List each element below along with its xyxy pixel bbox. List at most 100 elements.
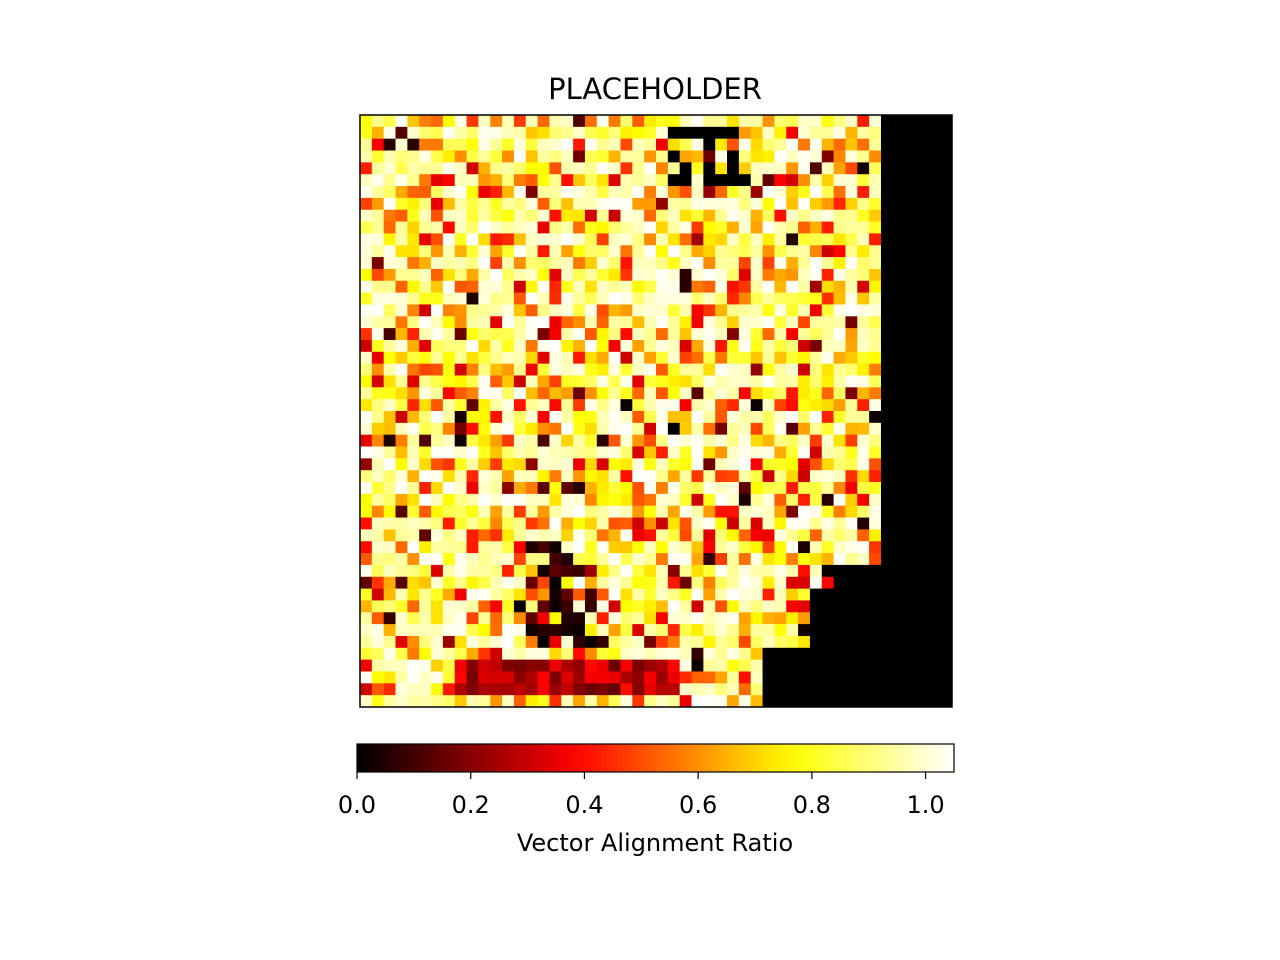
heatmap-cell (750, 233, 763, 246)
heatmap-cell (537, 482, 550, 495)
heatmap-cell (371, 150, 385, 163)
heatmap-cell (762, 304, 775, 317)
heatmap-cell (715, 493, 728, 507)
heatmap-cell (360, 363, 373, 376)
heatmap-cell (573, 482, 586, 495)
heatmap-cell (466, 411, 479, 424)
heatmap-cell (490, 482, 503, 495)
heatmap-cell (774, 268, 787, 282)
heatmap-cell (857, 647, 870, 661)
heatmap-cell (774, 115, 787, 128)
heatmap-cell (584, 493, 598, 507)
heatmap-cell (857, 529, 870, 542)
heatmap-cell (940, 612, 953, 625)
heatmap-frame (359, 114, 953, 708)
heatmap-cell (774, 434, 787, 447)
heatmap-cell (656, 624, 669, 637)
heatmap-cell (371, 387, 385, 400)
heatmap-cell (750, 138, 763, 151)
heatmap-cell (845, 493, 858, 507)
heatmap-cell (940, 209, 953, 222)
heatmap-cell (703, 517, 716, 530)
heatmap-cell (596, 422, 610, 436)
heatmap-cell (561, 150, 574, 163)
heatmap-cell (786, 221, 799, 234)
heatmap-cell (727, 328, 740, 341)
heatmap-cell (371, 695, 385, 708)
heatmap-cell (738, 612, 752, 625)
heatmap-cell (798, 612, 811, 625)
heatmap-cell (667, 150, 681, 163)
heatmap-cell (774, 292, 787, 305)
heatmap-cell (821, 659, 834, 672)
heatmap-cell (667, 115, 681, 128)
heatmap-cell (513, 138, 527, 151)
heatmap-cell (490, 671, 503, 684)
heatmap-cell (431, 399, 444, 412)
heatmap-cell (644, 138, 657, 151)
heatmap-cell (431, 683, 444, 696)
heatmap-cell (833, 659, 846, 672)
heatmap-cell (549, 671, 562, 684)
heatmap-cell (750, 375, 763, 388)
heatmap-cell (573, 150, 586, 163)
heatmap-cell (904, 576, 917, 589)
heatmap-cell (762, 505, 775, 518)
heatmap-cell (454, 624, 467, 637)
heatmap-cell (395, 126, 408, 140)
heatmap-cell (513, 150, 527, 163)
heatmap-cell (798, 541, 811, 554)
heatmap-cell (869, 209, 882, 222)
heatmap-cell (490, 517, 503, 530)
heatmap-cell (383, 434, 396, 447)
heatmap-cell (916, 647, 929, 661)
heatmap-cell (691, 304, 704, 317)
heatmap-cell (608, 245, 621, 258)
heatmap-cell (703, 126, 716, 140)
heatmap-cell (407, 553, 420, 566)
heatmap-cell (644, 470, 657, 483)
heatmap-cell (750, 517, 763, 530)
heatmap-cell (656, 635, 669, 649)
heatmap-cell (549, 422, 562, 436)
heatmap-cell (644, 671, 657, 684)
heatmap-cell (537, 339, 550, 353)
heatmap-cell (857, 162, 870, 175)
heatmap-cell (762, 576, 775, 589)
heatmap-cell (584, 505, 598, 518)
heatmap-cell (750, 624, 763, 637)
heatmap-cell (892, 126, 906, 140)
heatmap-cell (880, 541, 894, 554)
heatmap-cell (596, 517, 610, 530)
heatmap-cell (525, 268, 538, 282)
heatmap-cell (904, 529, 917, 542)
heatmap-cell (727, 174, 740, 187)
heatmap-cell (549, 186, 562, 199)
heatmap-cell (584, 647, 598, 661)
heatmap-cell (395, 328, 408, 341)
heatmap-cell (419, 647, 432, 661)
heatmap-cell (667, 316, 681, 329)
heatmap-cell (738, 458, 752, 471)
heatmap-cell (431, 553, 444, 566)
heatmap-cell (940, 470, 953, 483)
heatmap-cell (490, 138, 503, 151)
heatmap-cell (798, 115, 811, 128)
heatmap-cell (738, 493, 752, 507)
heatmap-cell (549, 115, 562, 128)
heatmap-cell (880, 659, 894, 672)
heatmap-cell (537, 257, 550, 270)
heatmap-cell (537, 138, 550, 151)
heatmap-cell (620, 541, 633, 554)
heatmap-cell (584, 659, 598, 672)
heatmap-cell (431, 126, 444, 140)
heatmap-cell (573, 257, 586, 270)
heatmap-cell (892, 257, 906, 270)
heatmap-cell (525, 387, 538, 400)
heatmap-cell (584, 375, 598, 388)
heatmap-cell (904, 126, 917, 140)
heatmap-cell (561, 292, 574, 305)
heatmap-cell (431, 695, 444, 708)
heatmap-cell (383, 138, 396, 151)
heatmap-cell (596, 482, 610, 495)
